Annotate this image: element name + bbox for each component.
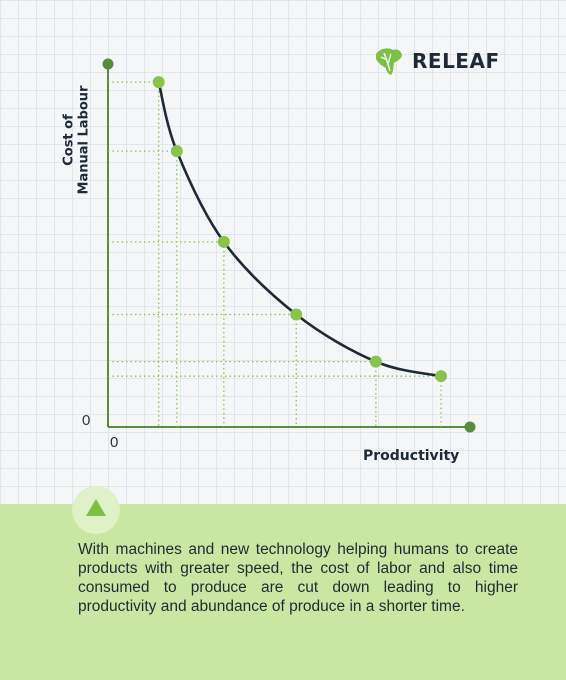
data-point-5 (435, 370, 448, 383)
triangle-up-icon (86, 499, 106, 516)
data-point-3 (290, 308, 303, 321)
data-point-4 (369, 355, 382, 368)
y-axis-label-wrap: Cost of Manual Labour (56, 70, 96, 210)
x-axis-label: Productivity (363, 448, 460, 464)
brand: RELEAF (372, 44, 500, 78)
productivity-chart (102, 58, 476, 433)
brand-name: RELEAF (412, 49, 500, 73)
y-axis-label: Cost of Manual Labour (61, 85, 91, 195)
caption-badge (72, 486, 120, 534)
x-axis-end-dot (464, 421, 476, 433)
leaf-africa-icon (376, 48, 402, 75)
data-point-0 (152, 76, 165, 89)
caption-text: With machines and new technology helping… (78, 541, 518, 615)
data-point-2 (217, 235, 230, 248)
x-origin-label: 0 (110, 434, 119, 451)
cost-curve-line (157, 81, 442, 378)
y-axis-end-dot (102, 58, 114, 70)
data-point-1 (170, 145, 183, 158)
y-origin-label: 0 (82, 412, 91, 429)
